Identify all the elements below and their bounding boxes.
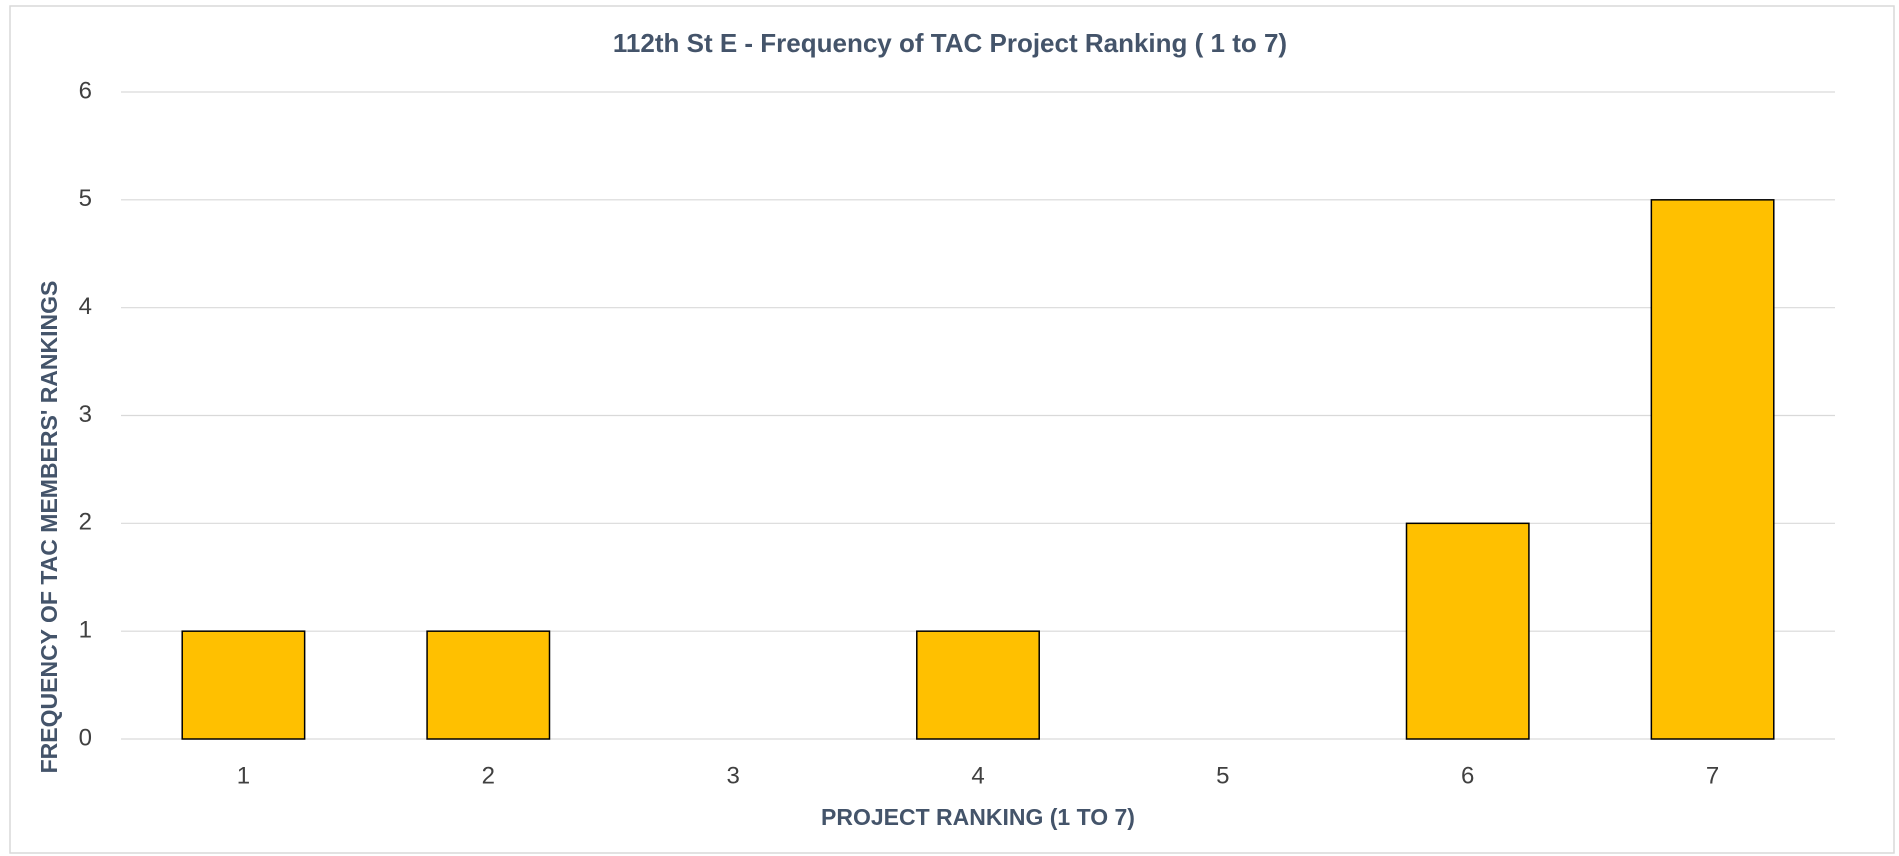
y-tick-label: 2 [79,509,92,536]
x-tick-label: 6 [1461,762,1474,789]
chart-title: 112th St E - Frequency of TAC Project Ra… [613,28,1287,58]
y-axis-title: FREQUENCY OF TAC MEMBERS' RANKINGS [36,281,62,774]
x-tick-label: 3 [726,762,739,789]
y-tick-label: 4 [79,293,92,320]
x-tick-label: 5 [1216,762,1229,789]
bar [426,630,551,740]
bar [916,630,1040,740]
bar [1650,199,1775,740]
x-axis-title: PROJECT RANKING (1 TO 7) [821,804,1135,830]
bar [1405,522,1530,740]
y-tick-label: 0 [79,724,92,751]
bar [181,630,306,740]
x-tick-label: 1 [237,762,250,789]
x-tick-label: 2 [482,762,495,789]
y-tick-label: 1 [79,617,92,644]
y-tick-label: 6 [79,77,92,104]
x-tick-label: 7 [1706,762,1719,789]
y-tick-label: 3 [79,401,92,428]
y-tick-label: 5 [79,185,92,212]
x-tick-label: 4 [971,762,984,789]
